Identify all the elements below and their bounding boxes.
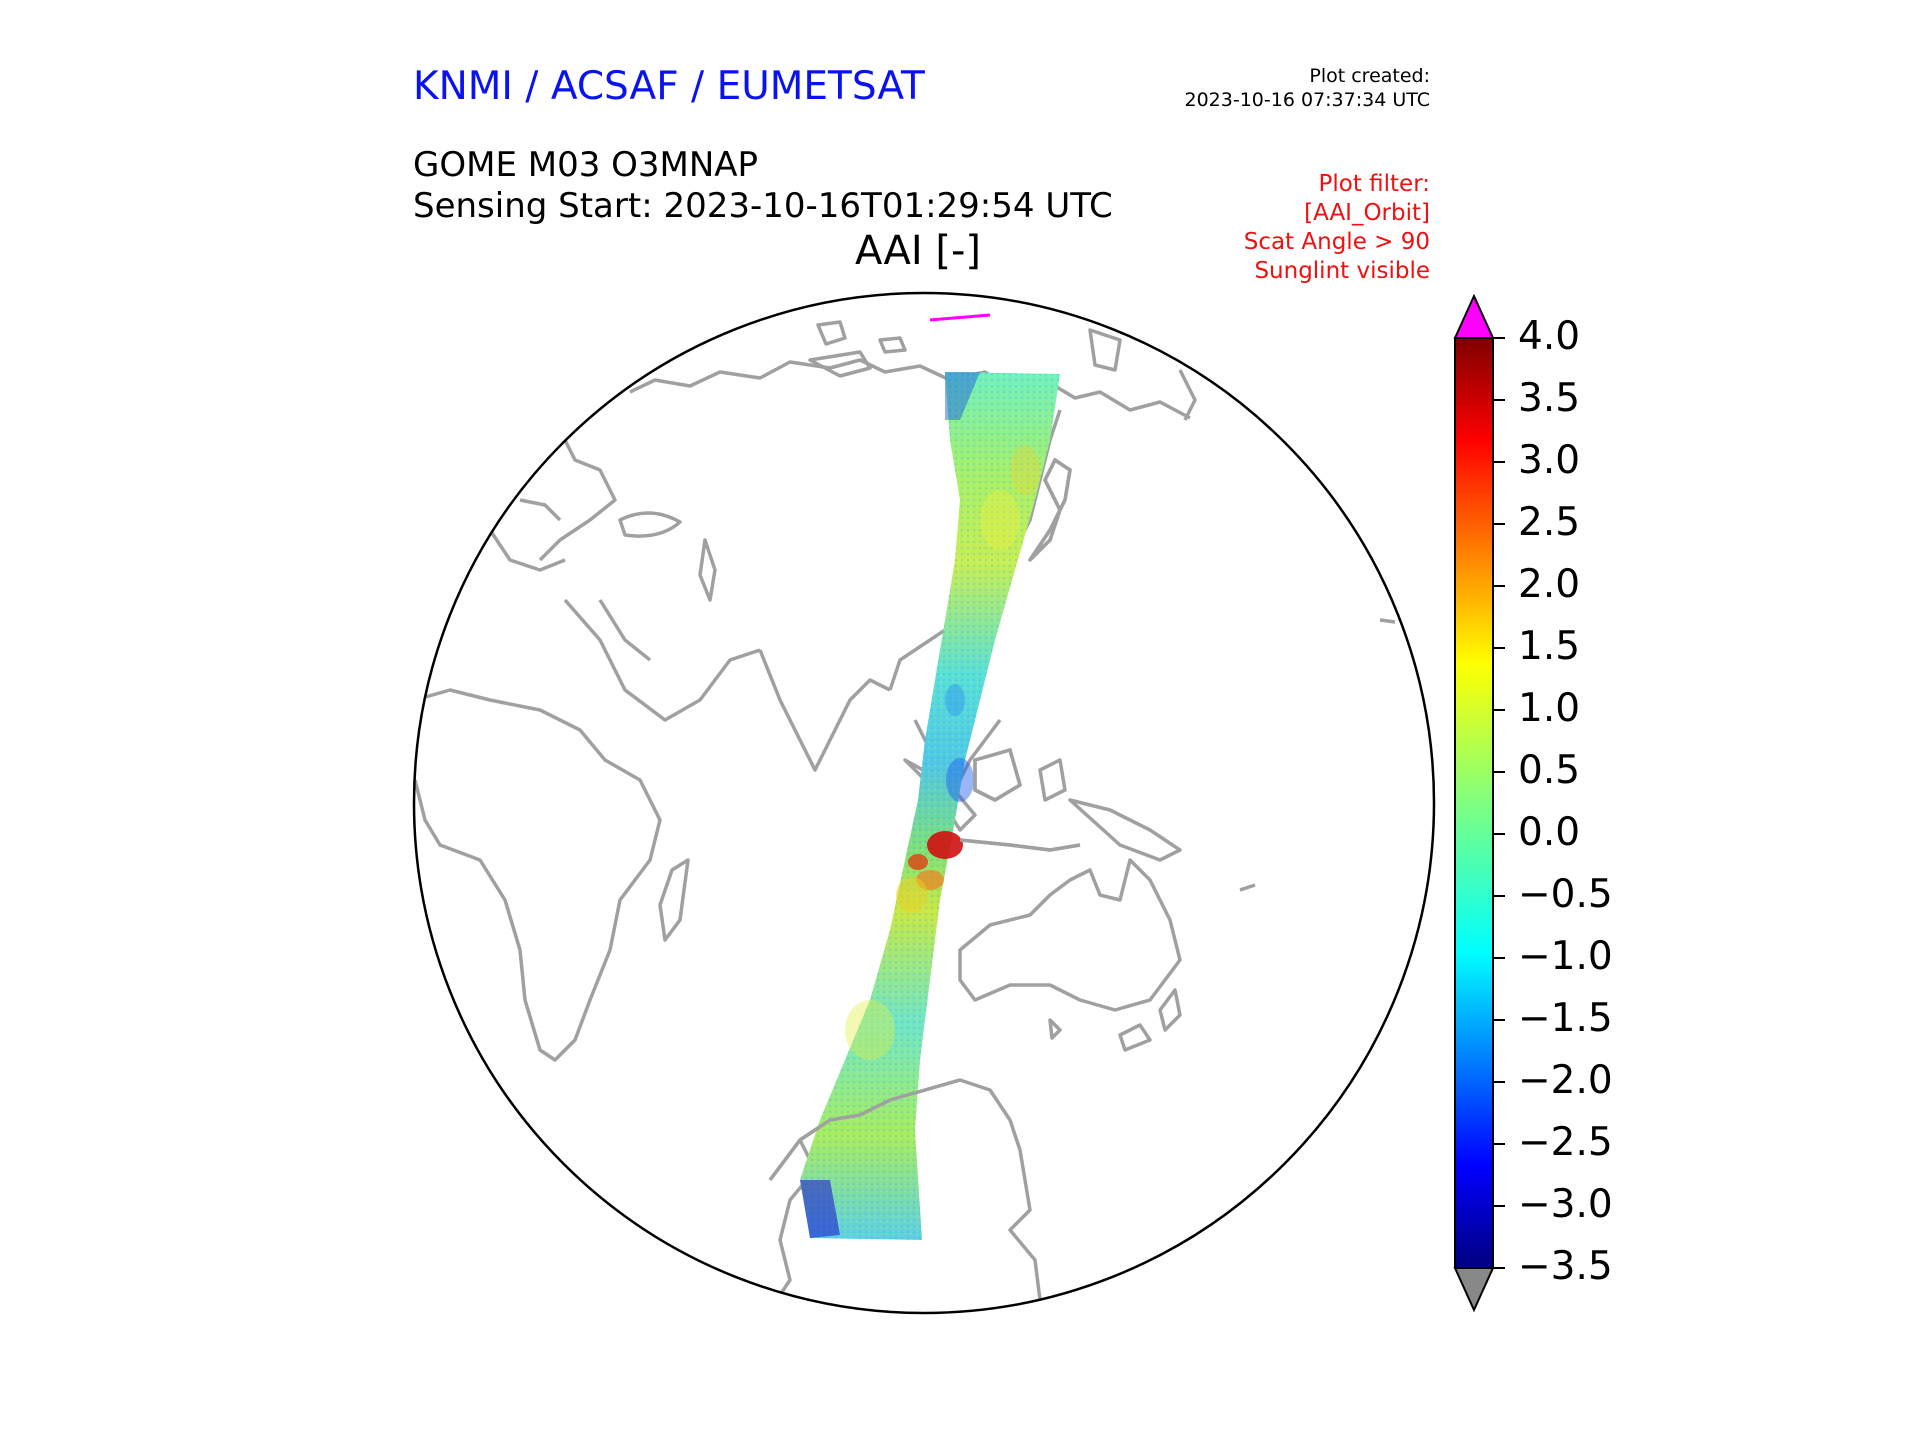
colorbar-tick-label: 4.0 (1518, 314, 1581, 359)
plot-filter: Plot filter: [AAI_Orbit] Scat Angle > 90… (1244, 170, 1430, 286)
colorbar-tick-label: −1.0 (1518, 934, 1613, 979)
over-range-segment (929, 313, 991, 322)
colorbar-scale (1454, 337, 1494, 1269)
colorbar-tick-label: −3.5 (1518, 1244, 1613, 1289)
colorbar-tick-label: 2.5 (1518, 500, 1581, 545)
colorbar-under-triangle (1453, 1267, 1495, 1313)
colorbar-tick-label: −1.5 (1518, 996, 1613, 1041)
colorbar-tick-label: 2.0 (1518, 562, 1581, 607)
colorbar-tick-label: 0.0 (1518, 810, 1581, 855)
colorbar-tick-label: −0.5 (1518, 872, 1613, 917)
filter-line: [AAI_Orbit] (1304, 200, 1430, 226)
plot-created-label: Plot created: (1309, 65, 1430, 87)
colorbar-tick-label: 3.5 (1518, 376, 1581, 421)
plot-created-time: 2023-10-16 07:37:34 UTC (1184, 89, 1431, 111)
colorbar-tick-label: 0.5 (1518, 748, 1581, 793)
colorbar-tick-label: 1.0 (1518, 686, 1581, 731)
filter-line: Scat Angle > 90 (1243, 229, 1430, 255)
filter-line: Sunglint visible (1254, 258, 1430, 284)
colorbar (1453, 293, 1505, 1313)
organisation-title: KNMI / ACSAF / EUMETSAT (413, 64, 925, 109)
colorbar-tick-label: 3.0 (1518, 438, 1581, 483)
colorbar-tick-label: −2.0 (1518, 1058, 1613, 1103)
filter-line: Plot filter: (1318, 171, 1430, 197)
sensing-start: Sensing Start: 2023-10-16T01:29:54 UTC (413, 186, 1113, 226)
coastline-overlay (768, 457, 1081, 1182)
colorbar-tick-label: −3.0 (1518, 1182, 1613, 1227)
globe-outline (412, 291, 1436, 1315)
colorbar-tick-label: −2.5 (1518, 1120, 1613, 1165)
colorbar-tick-label: 1.5 (1518, 624, 1581, 669)
variable-title: AAI [-] (855, 228, 981, 274)
product-title: GOME M03 O3MNAP (413, 145, 759, 185)
aai-swath (800, 372, 1060, 1240)
colorbar-over-triangle (1453, 293, 1495, 339)
plot-created: Plot created: 2023-10-16 07:37:34 UTC (1185, 64, 1431, 112)
